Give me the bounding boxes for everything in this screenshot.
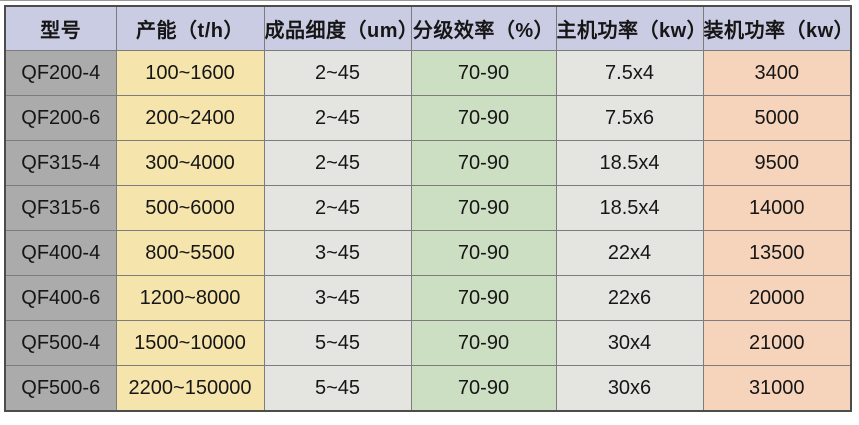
col-header-model: 型号 xyxy=(4,5,117,51)
cell-installed-power: 5000 xyxy=(702,95,852,141)
cell-capacity: 200~2400 xyxy=(115,95,265,141)
cell-capacity: 800~5500 xyxy=(115,230,265,276)
top-divider-line xyxy=(0,0,850,1)
cell-model: QF400-6 xyxy=(4,275,117,321)
table-row: QF200-6 200~2400 2~45 70-90 7.5x6 5000 xyxy=(4,95,852,141)
cell-model: QF400-4 xyxy=(4,230,117,276)
cell-fineness: 5~45 xyxy=(263,320,412,366)
cell-efficiency: 70-90 xyxy=(410,50,557,96)
cell-efficiency: 70-90 xyxy=(410,185,557,231)
table-row: QF315-6 500~6000 2~45 70-90 18.5x4 14000 xyxy=(4,185,852,231)
cell-main-power: 18.5x4 xyxy=(555,185,704,231)
cell-main-power: 18.5x4 xyxy=(555,140,704,186)
cell-installed-power: 20000 xyxy=(702,275,852,321)
cell-efficiency: 70-90 xyxy=(410,320,557,366)
cell-main-power: 22x4 xyxy=(555,230,704,276)
col-header-efficiency: 分级效率（%） xyxy=(410,5,557,51)
cell-main-power: 30x4 xyxy=(555,320,704,366)
cell-fineness: 3~45 xyxy=(263,230,412,276)
cell-installed-power: 13500 xyxy=(702,230,852,276)
cell-efficiency: 70-90 xyxy=(410,275,557,321)
table-row: QF200-4 100~1600 2~45 70-90 7.5x4 3400 xyxy=(4,50,852,96)
cell-fineness: 2~45 xyxy=(263,140,412,186)
table-row: QF400-4 800~5500 3~45 70-90 22x4 13500 xyxy=(4,230,852,276)
cell-installed-power: 31000 xyxy=(702,365,852,412)
table-row: QF315-4 300~4000 2~45 70-90 18.5x4 9500 xyxy=(4,140,852,186)
classifier-spec-table: 型号 产能（t/h） 成品细度（um） 分级效率（%） 主机功率（kw） 装机功… xyxy=(4,5,852,412)
cell-installed-power: 9500 xyxy=(702,140,852,186)
cell-main-power: 30x6 xyxy=(555,365,704,412)
col-header-capacity: 产能（t/h） xyxy=(115,5,265,51)
cell-capacity: 300~4000 xyxy=(115,140,265,186)
col-header-main-power: 主机功率（kw） xyxy=(555,5,704,51)
table-row: QF500-6 2200~150000 5~45 70-90 30x6 3100… xyxy=(4,365,852,412)
cell-capacity: 500~6000 xyxy=(115,185,265,231)
cell-main-power: 7.5x4 xyxy=(555,50,704,96)
cell-efficiency: 70-90 xyxy=(410,95,557,141)
table-row: QF500-4 1500~10000 5~45 70-90 30x4 21000 xyxy=(4,320,852,366)
cell-model: QF315-4 xyxy=(4,140,117,186)
cell-capacity: 1200~8000 xyxy=(115,275,265,321)
cell-fineness: 5~45 xyxy=(263,365,412,412)
cell-main-power: 7.5x6 xyxy=(555,95,704,141)
cell-efficiency: 70-90 xyxy=(410,365,557,412)
cell-efficiency: 70-90 xyxy=(410,140,557,186)
cell-fineness: 2~45 xyxy=(263,185,412,231)
cell-main-power: 22x6 xyxy=(555,275,704,321)
cell-model: QF200-6 xyxy=(4,95,117,141)
cell-installed-power: 21000 xyxy=(702,320,852,366)
header-row: 型号 产能（t/h） 成品细度（um） 分级效率（%） 主机功率（kw） 装机功… xyxy=(4,5,852,51)
cell-efficiency: 70-90 xyxy=(410,230,557,276)
cell-model: QF315-6 xyxy=(4,185,117,231)
cell-installed-power: 14000 xyxy=(702,185,852,231)
cell-model: QF200-4 xyxy=(4,50,117,96)
cell-fineness: 3~45 xyxy=(263,275,412,321)
cell-capacity: 100~1600 xyxy=(115,50,265,96)
cell-capacity: 1500~10000 xyxy=(115,320,265,366)
cell-model: QF500-6 xyxy=(4,365,117,412)
cell-capacity: 2200~150000 xyxy=(115,365,265,412)
table-row: QF400-6 1200~8000 3~45 70-90 22x6 20000 xyxy=(4,275,852,321)
cell-fineness: 2~45 xyxy=(263,95,412,141)
cell-model: QF500-4 xyxy=(4,320,117,366)
col-header-fineness: 成品细度（um） xyxy=(263,5,412,51)
col-header-installed-power: 装机功率（kw） xyxy=(702,5,852,51)
cell-installed-power: 3400 xyxy=(702,50,852,96)
cell-fineness: 2~45 xyxy=(263,50,412,96)
